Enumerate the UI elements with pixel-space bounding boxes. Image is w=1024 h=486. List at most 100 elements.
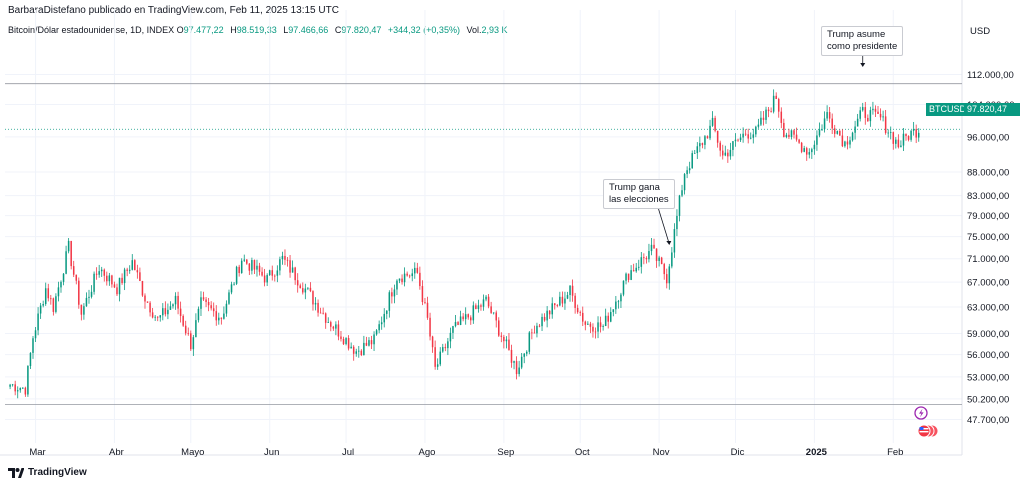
- candle-body: [22, 387, 24, 389]
- candle-body: [762, 117, 765, 120]
- candle-body: [205, 299, 207, 303]
- candle-body: [533, 332, 536, 334]
- candle-body: [281, 255, 284, 260]
- lightning-icon[interactable]: [914, 406, 928, 420]
- candle-body: [179, 308, 182, 316]
- candle-body: [352, 346, 355, 354]
- time-axis[interactable]: Mar Abr Mayo Jun Jul Ago Sep Oct Nov Dic 2025 Feb: [29, 447, 903, 458]
- candle-body: [602, 326, 604, 327]
- last-price-tag[interactable]: 97.820,47: [964, 103, 1020, 116]
- candle-body: [826, 112, 828, 119]
- annotation-inauguration[interactable]: Trump asume como presidente: [821, 26, 904, 56]
- candle-body: [818, 129, 821, 136]
- candle-body: [72, 266, 75, 275]
- candle-body: [620, 294, 622, 302]
- candle-body: [609, 312, 612, 322]
- candle-body: [523, 353, 525, 357]
- high-label: H: [230, 25, 237, 35]
- candle-body: [599, 322, 602, 327]
- candle-body: [490, 306, 492, 313]
- candle-body: [429, 317, 431, 337]
- candle-body: [767, 109, 770, 112]
- candle-body: [444, 347, 447, 349]
- candle-body: [559, 296, 561, 306]
- candle-body: [518, 367, 520, 375]
- candle-body: [665, 274, 668, 284]
- candle-body: [757, 124, 760, 127]
- candle-body: [202, 297, 205, 300]
- candle-body: [195, 320, 197, 338]
- time-tick-label: Jun: [264, 447, 279, 458]
- annotation-pointers: [656, 53, 866, 245]
- candle-body: [60, 281, 62, 288]
- candle-body: [492, 312, 495, 314]
- pointer-arrow-inauguration: [860, 63, 866, 67]
- time-tick-label: Dic: [731, 447, 745, 458]
- candle-body: [823, 118, 826, 130]
- candle-body: [398, 278, 401, 281]
- candle-body: [172, 304, 174, 307]
- price-tick-label: 63.000,00: [967, 303, 1009, 314]
- candle-body: [747, 134, 749, 139]
- candle-body: [882, 116, 884, 118]
- candle-body: [515, 361, 518, 375]
- us-flag-icon[interactable]: [917, 424, 939, 438]
- candle-body: [714, 117, 716, 131]
- candle-body: [877, 111, 879, 114]
- time-tick-label: Nov: [653, 447, 670, 458]
- candle-body: [411, 273, 413, 277]
- candle-body: [393, 289, 396, 297]
- ticker-tag[interactable]: BTCUSD: [926, 103, 970, 116]
- candle-body: [80, 304, 83, 315]
- candle-body: [14, 384, 16, 392]
- candle-body: [246, 259, 248, 264]
- candle-body: [210, 305, 212, 309]
- candle-body: [159, 315, 162, 318]
- candle-body: [207, 302, 210, 306]
- candle-body: [813, 144, 816, 150]
- candle-body: [576, 307, 579, 313]
- candle-body: [693, 153, 696, 154]
- candle-body: [833, 128, 836, 134]
- candle-body: [597, 322, 599, 332]
- candle-body: [640, 257, 643, 267]
- symbol-name[interactable]: Bitcoin/Dólar estadounidense, 1D, INDEX: [8, 25, 175, 35]
- candle-body: [128, 269, 131, 271]
- price-tick-label: 59.000,00: [967, 329, 1009, 340]
- candle-body: [686, 170, 688, 175]
- time-tick-label: Abr: [109, 447, 124, 458]
- candle-body: [149, 302, 151, 313]
- candle-body: [541, 316, 543, 327]
- candle-body: [566, 295, 569, 299]
- candle-body: [251, 260, 253, 271]
- price-tick-label: 88.000,00: [967, 168, 1009, 179]
- candle-body: [363, 342, 365, 356]
- candle-body: [808, 152, 811, 155]
- candle-body: [645, 258, 648, 260]
- candle-body: [617, 301, 620, 303]
- candle-body: [719, 142, 721, 151]
- candle-body: [472, 305, 475, 321]
- candle-body: [816, 135, 818, 145]
- candle-body: [869, 110, 872, 122]
- candle-body: [67, 240, 70, 252]
- candle-body: [225, 303, 228, 314]
- candle-body: [406, 273, 408, 276]
- candle-body: [258, 265, 261, 272]
- candle-body: [696, 146, 699, 154]
- currency-label[interactable]: USD: [970, 26, 991, 37]
- candle-body: [548, 310, 551, 315]
- tradingview-logo[interactable]: TradingView: [8, 467, 87, 478]
- candle-body: [90, 291, 93, 297]
- candle-body: [37, 313, 39, 331]
- candle-body: [721, 150, 724, 156]
- candle-body: [706, 136, 709, 139]
- candle-body: [683, 174, 686, 191]
- candle-body: [421, 286, 424, 303]
- annotation-elections[interactable]: Trump gana las elecciones: [603, 179, 675, 209]
- candle-body: [121, 277, 123, 284]
- price-axis[interactable]: 112.000,00104.000,0096.000,0088.000,0083…: [967, 70, 1015, 426]
- candle-body: [910, 130, 912, 140]
- candle-body: [902, 133, 905, 146]
